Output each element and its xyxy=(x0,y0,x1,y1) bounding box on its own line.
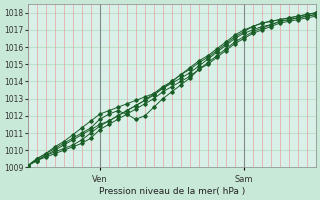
X-axis label: Pression niveau de la mer( hPa ): Pression niveau de la mer( hPa ) xyxy=(99,187,245,196)
